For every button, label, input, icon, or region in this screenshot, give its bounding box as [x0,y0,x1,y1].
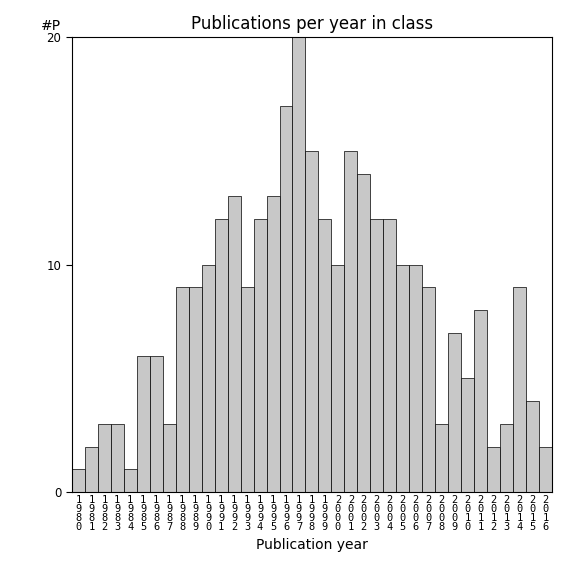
Bar [422,287,435,492]
Bar [461,378,474,492]
Bar [202,265,215,492]
Title: Publications per year in class: Publications per year in class [191,15,433,33]
Bar [253,219,266,492]
Bar [98,424,111,492]
Bar [539,447,552,492]
Bar [474,310,487,492]
Bar [344,151,357,492]
Bar [487,447,500,492]
Bar [163,424,176,492]
Bar [526,401,539,492]
Bar [500,424,513,492]
Bar [409,265,422,492]
Bar [319,219,332,492]
Bar [85,447,98,492]
Bar [124,469,137,492]
Bar [383,219,396,492]
Text: #P: #P [41,19,61,33]
Bar [240,287,253,492]
Bar [370,219,383,492]
Bar [150,356,163,492]
Bar [266,197,280,492]
Bar [280,105,293,492]
Bar [176,287,189,492]
Bar [332,265,344,492]
X-axis label: Publication year: Publication year [256,538,368,552]
Bar [72,469,85,492]
Bar [357,174,370,492]
Bar [396,265,409,492]
Bar [293,37,306,492]
Bar [435,424,448,492]
Bar [189,287,202,492]
Bar [137,356,150,492]
Bar [306,151,319,492]
Bar [448,333,461,492]
Bar [513,287,526,492]
Bar [111,424,124,492]
Bar [227,197,240,492]
Bar [215,219,227,492]
